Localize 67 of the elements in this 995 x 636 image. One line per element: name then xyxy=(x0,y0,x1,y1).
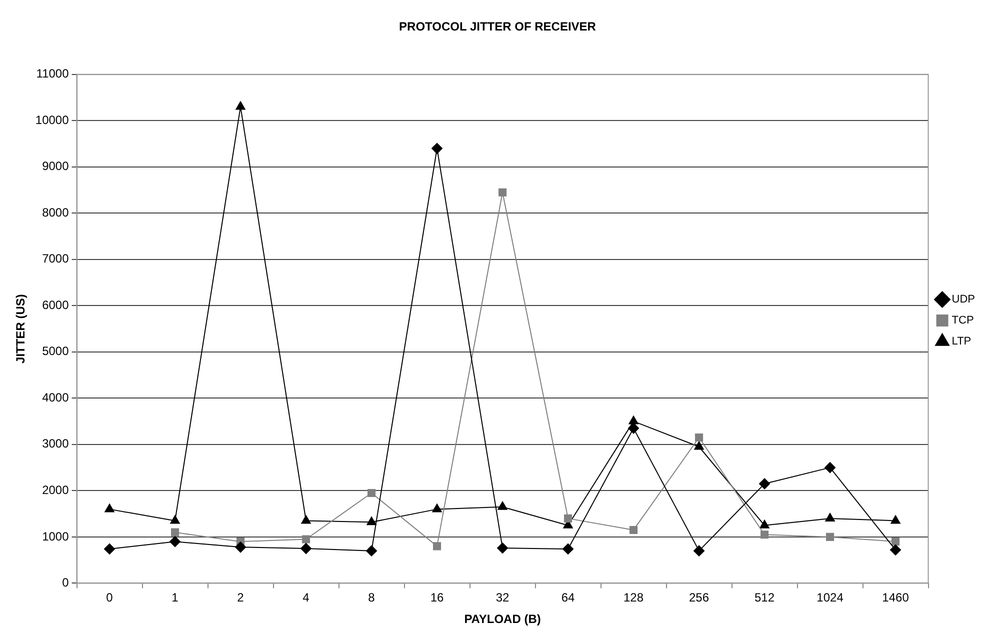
y-tick-label: 8000 xyxy=(42,205,70,220)
point xyxy=(760,530,769,539)
point xyxy=(170,536,181,548)
point xyxy=(104,543,116,554)
y-tick-label: 3000 xyxy=(42,436,70,451)
x-tick-label: 4 xyxy=(302,590,310,605)
legend-label: UDP xyxy=(952,294,976,306)
point xyxy=(367,488,376,498)
x-tick-label: 0 xyxy=(106,590,114,605)
point xyxy=(759,478,770,490)
x-tick-label: 16 xyxy=(430,590,444,605)
point xyxy=(629,526,638,534)
y-axis-title: JITTER (US) xyxy=(14,294,28,364)
point xyxy=(891,538,900,546)
point xyxy=(432,542,442,550)
chart-title: PROTOCOL JITTER OF RECEIVER xyxy=(399,20,596,34)
point xyxy=(498,188,507,196)
y-tick-label: 1000 xyxy=(42,529,70,544)
point xyxy=(104,504,114,512)
point xyxy=(300,543,312,554)
point xyxy=(564,514,572,522)
point xyxy=(694,433,704,442)
x-tick-label: 256 xyxy=(689,590,710,605)
x-tick-label: 1460 xyxy=(882,590,910,605)
x-axis-title: PAYLOAD (B) xyxy=(464,612,541,626)
legend-label: LTP xyxy=(952,336,972,348)
y-tick-label: 10000 xyxy=(35,112,70,127)
point xyxy=(235,542,246,553)
x-tick-label: 2 xyxy=(237,590,244,605)
y-tick-label: 7000 xyxy=(42,252,70,266)
x-tick-label: 64 xyxy=(561,590,576,605)
y-tick-label: 5000 xyxy=(42,344,70,358)
point xyxy=(302,535,310,544)
point xyxy=(824,462,836,474)
point xyxy=(366,545,378,556)
point xyxy=(366,516,376,526)
point xyxy=(562,543,574,554)
x-tick-label: 128 xyxy=(624,590,644,605)
point xyxy=(628,422,640,434)
point xyxy=(694,545,705,556)
legend-label: TCP xyxy=(952,314,974,327)
point xyxy=(497,542,508,554)
y-tick-label: 2000 xyxy=(42,483,70,498)
x-tick-label: 8 xyxy=(368,590,376,605)
point xyxy=(301,515,311,524)
y-tick-label: 11000 xyxy=(36,66,70,81)
point xyxy=(826,532,834,541)
x-tick-label: 512 xyxy=(754,590,775,605)
x-tick-label: 1024 xyxy=(816,590,844,605)
point xyxy=(170,515,180,524)
point xyxy=(825,512,835,522)
point xyxy=(170,528,180,536)
x-tick-label: 32 xyxy=(496,590,510,605)
point xyxy=(890,515,900,524)
point xyxy=(432,504,442,512)
point xyxy=(432,142,443,154)
point xyxy=(498,501,508,510)
y-tick-label: 9000 xyxy=(42,159,70,174)
y-tick-label: 0 xyxy=(62,576,70,590)
x-tick-label: 1 xyxy=(172,590,179,605)
point xyxy=(694,441,704,450)
point xyxy=(236,101,246,110)
y-tick-label: 6000 xyxy=(42,298,70,312)
y-tick-label: 4000 xyxy=(42,390,70,404)
point xyxy=(890,544,902,556)
point xyxy=(760,520,770,528)
point xyxy=(628,416,638,424)
